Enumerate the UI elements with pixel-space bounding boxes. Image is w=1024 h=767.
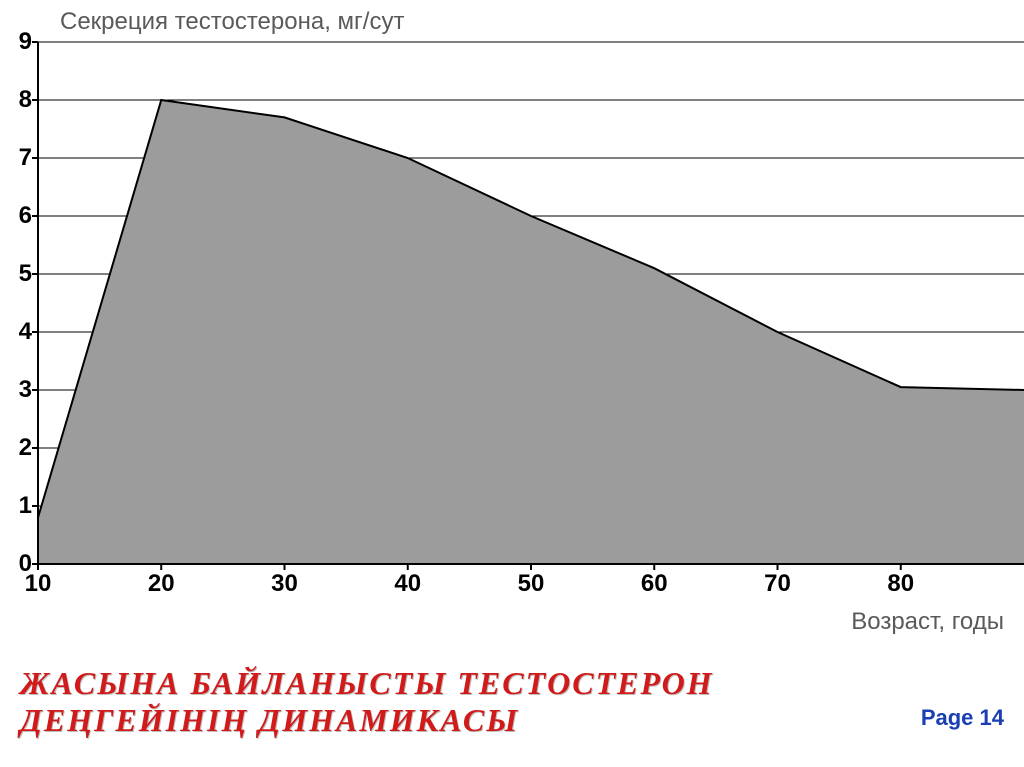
y-tick-label: 8: [4, 86, 32, 114]
page-number: Page 14: [921, 705, 1004, 731]
x-tick-label: 40: [388, 570, 428, 598]
y-tick-label: 2: [4, 434, 32, 462]
chart-area: [0, 0, 1024, 620]
y-tick-label: 5: [4, 260, 32, 288]
x-tick-label: 50: [511, 570, 551, 598]
x-tick-label: 20: [141, 570, 181, 598]
y-tick-label: 1: [4, 492, 32, 520]
y-tick-label: 9: [4, 28, 32, 56]
y-tick-label: 6: [4, 202, 32, 230]
area-chart-svg: [0, 0, 1024, 620]
x-tick-label: 70: [758, 570, 798, 598]
x-tick-label: 80: [881, 570, 921, 598]
y-tick-label: 4: [4, 318, 32, 346]
y-tick-label: 3: [4, 376, 32, 404]
caption-line-1: ЖАСЫНА БАЙЛАНЫСТЫ ТЕСТОСТЕРОН: [20, 665, 714, 701]
caption-line-2: ДЕҢГЕЙІНІҢ ДИНАМИКАСЫ: [20, 702, 519, 738]
x-tick-label: 60: [634, 570, 674, 598]
y-tick-label: 7: [4, 144, 32, 172]
x-tick-label: 30: [265, 570, 305, 598]
slide-caption: ЖАСЫНА БАЙЛАНЫСТЫ ТЕСТОСТЕРОН ДЕҢГЕЙІНІҢ…: [20, 665, 714, 739]
x-tick-label: 10: [18, 570, 58, 598]
x-axis-label: Возраст, годы: [851, 608, 1004, 636]
